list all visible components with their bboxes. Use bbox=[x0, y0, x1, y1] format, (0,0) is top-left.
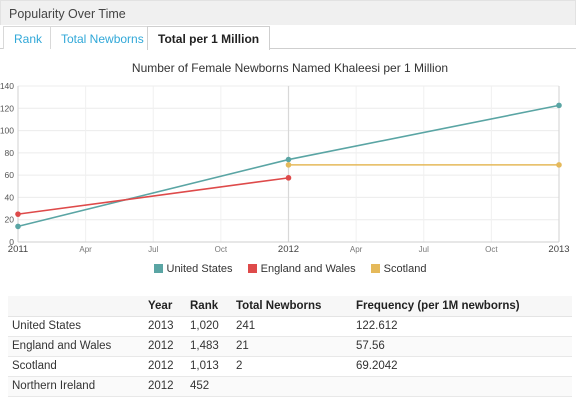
data-point bbox=[285, 175, 292, 181]
y-tick-label: 0 bbox=[9, 237, 14, 247]
table-cell: 2012 bbox=[144, 376, 186, 397]
x-tick-label: Jul bbox=[419, 245, 429, 254]
data-point bbox=[556, 102, 562, 109]
panel-title: Popularity Over Time bbox=[9, 7, 126, 21]
table-header-cell: Year bbox=[144, 296, 186, 317]
x-tick-label: Jul bbox=[148, 245, 158, 254]
table-row: United States 2013 1,020 241 122.612 bbox=[8, 316, 572, 337]
table-cell: 241 bbox=[232, 316, 352, 337]
table-cell: Scotland bbox=[8, 356, 144, 377]
chart-svg: Number of Female Newborns Named Khaleesi… bbox=[0, 61, 570, 255]
data-point bbox=[15, 223, 21, 230]
table-cell: 57.56 bbox=[352, 336, 572, 357]
y-tick-label: 100 bbox=[0, 126, 14, 136]
panel-header: Popularity Over Time bbox=[0, 0, 576, 25]
tab-rank[interactable]: Rank bbox=[3, 26, 54, 49]
legend-label: United States bbox=[166, 263, 233, 275]
x-tick-label: Apr bbox=[79, 245, 92, 254]
table-cell: 1,020 bbox=[186, 316, 232, 337]
table-cell: 69.2042 bbox=[352, 356, 572, 377]
y-tick-label: 40 bbox=[5, 192, 15, 202]
table-cell: 21 bbox=[232, 336, 352, 357]
legend-label: Scotland bbox=[383, 263, 427, 275]
y-tick-label: 140 bbox=[0, 81, 14, 91]
table-row: Northern Ireland 2012 452 bbox=[8, 376, 572, 397]
data-point bbox=[285, 162, 292, 168]
table-cell bbox=[232, 376, 352, 397]
x-tick-label: Apr bbox=[350, 245, 363, 254]
legend-item-scotland[interactable]: Scotland bbox=[370, 263, 427, 275]
series-line-1 bbox=[17, 177, 289, 215]
y-tick-label: 60 bbox=[5, 170, 15, 180]
table-cell: 1,483 bbox=[186, 336, 232, 357]
x-tick-label: 2013 bbox=[548, 244, 569, 255]
x-tick-label: Oct bbox=[485, 245, 498, 254]
table-header-row: Year Rank Total Newborns Frequency (per … bbox=[8, 296, 572, 317]
tab-total-newborns[interactable]: Total Newborns bbox=[50, 26, 155, 49]
chart-title: Number of Female Newborns Named Khaleesi… bbox=[132, 61, 448, 75]
x-tick-label: 2011 bbox=[8, 244, 28, 255]
x-tick-label: Oct bbox=[215, 245, 228, 254]
table-cell: United States bbox=[8, 316, 144, 337]
data-point bbox=[556, 162, 562, 168]
line-chart: Number of Female Newborns Named Khaleesi… bbox=[0, 52, 580, 284]
table-cell: 2013 bbox=[144, 316, 186, 337]
legend-label: England and Wales bbox=[260, 263, 356, 275]
legend-item-england-and-wales[interactable]: England and Wales bbox=[247, 263, 356, 275]
legend-item-united-states[interactable]: United States bbox=[153, 263, 233, 275]
table-cell: 122.612 bbox=[352, 316, 572, 337]
data-point bbox=[285, 156, 292, 163]
legend-swatch-england-and-wales bbox=[247, 264, 257, 273]
legend-swatch-united-states bbox=[153, 264, 163, 273]
table-cell: 452 bbox=[186, 376, 232, 397]
table-cell: Northern Ireland bbox=[8, 376, 144, 397]
tab-total-per-million[interactable]: Total per 1 Million bbox=[147, 26, 271, 50]
y-tick-label: 20 bbox=[5, 215, 15, 225]
table-cell: England and Wales bbox=[8, 336, 144, 357]
table-cell: 2012 bbox=[144, 356, 186, 377]
table-row: England and Wales 2012 1,483 21 57.56 bbox=[8, 336, 572, 357]
data-table: Year Rank Total Newborns Frequency (per … bbox=[8, 296, 572, 397]
table-cell bbox=[352, 376, 572, 397]
y-tick-label: 120 bbox=[0, 103, 14, 113]
table-header-cell bbox=[8, 296, 144, 317]
table-cell: 2012 bbox=[144, 336, 186, 357]
table-cell: 1,013 bbox=[186, 356, 232, 377]
legend-swatch-scotland bbox=[370, 264, 380, 273]
table-row: Scotland 2012 1,013 2 69.2042 bbox=[8, 356, 572, 377]
tab-bar: Rank Total Newborns Total per 1 Million bbox=[0, 25, 576, 50]
table-header-cell: Total Newborns bbox=[232, 296, 352, 317]
table-header-cell: Rank bbox=[186, 296, 232, 317]
x-tick-label: 2012 bbox=[278, 244, 299, 255]
table-cell: 2 bbox=[232, 356, 352, 377]
y-tick-label: 80 bbox=[5, 148, 15, 158]
table-header-cell: Frequency (per 1M newborns) bbox=[352, 296, 572, 317]
chart-legend: United States England and Wales Scotland bbox=[0, 263, 580, 279]
data-point bbox=[15, 211, 21, 217]
